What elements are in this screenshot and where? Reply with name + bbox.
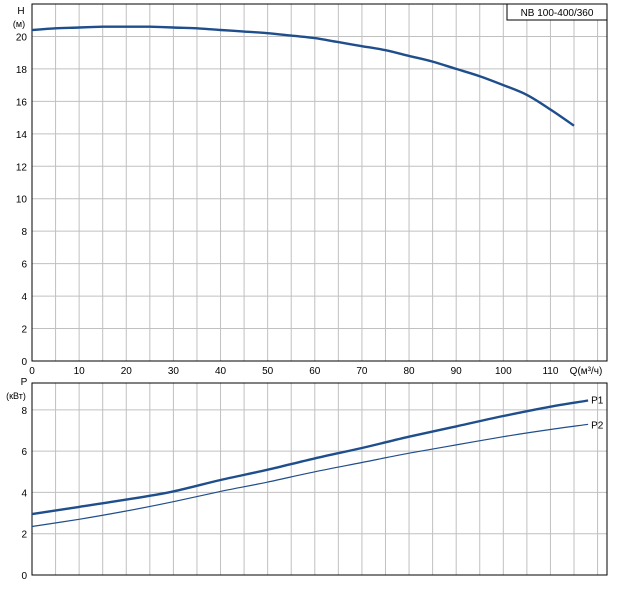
- head-y-tick-label: 2: [21, 325, 27, 336]
- power-plot-frame: [31, 382, 608, 576]
- head-y-tick-label: 10: [16, 195, 28, 206]
- head-y-tick-label: 12: [16, 162, 28, 173]
- head-y-tick-label: 0: [21, 357, 27, 368]
- head-y-tick-label: 16: [16, 97, 28, 108]
- p1-series-label: P1: [591, 396, 604, 407]
- head-axis-label: H: [17, 6, 24, 17]
- x-tick-label: 30: [168, 366, 180, 377]
- head-y-ticks: 0 2 4 6 8 10 12 14 16 18 20: [16, 32, 28, 368]
- model-label-box: [506, 3, 608, 21]
- power-y-tick-label: 2: [21, 530, 27, 541]
- power-y-tick-label: 0: [21, 571, 27, 582]
- power-y-tick-label: 6: [21, 447, 27, 458]
- head-chart: NB 100-400/360 H (м) 0 2 4 6 8 10 12 14 16 18 20 0…: [13, 3, 608, 377]
- x-tick-label: 70: [356, 366, 368, 377]
- head-y-tick-label: 14: [16, 130, 28, 141]
- x-tick-label: 110: [542, 366, 558, 377]
- head-y-tick-label: 8: [21, 227, 27, 238]
- x-tick-label: 100: [495, 366, 512, 377]
- model-label: NB 100-400/360: [521, 8, 594, 19]
- head-y-tick-label: 18: [16, 65, 28, 76]
- head-grid: [32, 4, 607, 361]
- x-tick-label: 0: [29, 366, 35, 377]
- power-axis-label: P: [21, 377, 28, 388]
- head-curve: [31, 25, 575, 127]
- x-tick-label: 20: [121, 366, 133, 377]
- x-tick-label: 50: [262, 366, 274, 377]
- p2-series-label: P2: [591, 420, 604, 431]
- x-tick-label: 90: [451, 366, 463, 377]
- head-y-tick-label: 6: [21, 260, 27, 271]
- p1-curve: [31, 399, 589, 516]
- x-axis-label: Q(м³/ч): [570, 366, 603, 377]
- x-tick-label: 40: [215, 366, 227, 377]
- head-y-tick-label: 4: [21, 292, 27, 303]
- p2-curve: [31, 423, 589, 528]
- x-ticks: 0 10 20 30 40 50 60 70 80 90 100 110: [29, 366, 559, 377]
- power-y-ticks: 0 2 4 6 8: [21, 406, 27, 582]
- x-tick-label: 10: [74, 366, 86, 377]
- x-tick-label: 80: [403, 366, 415, 377]
- head-plot-frame: [31, 3, 608, 362]
- power-y-tick-label: 8: [21, 406, 27, 417]
- power-grid: [32, 383, 607, 575]
- x-tick-label: 60: [309, 366, 321, 377]
- power-y-tick-label: 4: [21, 488, 27, 499]
- power-chart: P (кВт) 0 2 4 6 8 P1 P2: [6, 377, 608, 582]
- head-axis-unit: (м): [13, 19, 25, 29]
- power-axis-unit: (кВт): [6, 391, 26, 401]
- head-y-tick-label: 20: [16, 32, 28, 43]
